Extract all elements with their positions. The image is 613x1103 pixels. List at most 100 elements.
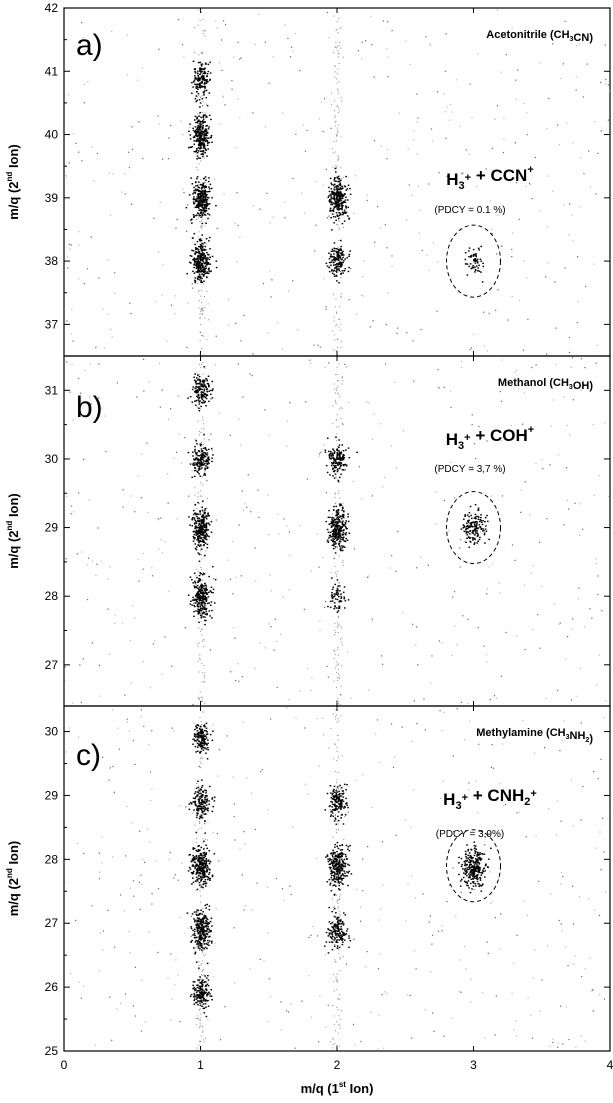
cluster-point — [192, 127, 194, 130]
cluster-point — [337, 268, 340, 270]
cluster-point — [195, 248, 197, 251]
streak-point — [336, 699, 338, 701]
noise-point — [254, 43, 256, 46]
noise-point — [126, 718, 128, 720]
cluster-point — [197, 92, 200, 95]
cluster-point — [333, 541, 336, 543]
cluster-point — [335, 466, 337, 469]
streak-point — [335, 165, 337, 167]
cluster-point — [197, 379, 199, 381]
cluster-point — [209, 248, 211, 250]
cluster-point — [201, 259, 204, 261]
cluster-point — [332, 509, 335, 511]
noise-point — [142, 157, 144, 160]
streak-point — [339, 270, 341, 272]
cluster-point — [334, 606, 336, 608]
cluster-point — [336, 255, 339, 258]
streak-point — [200, 749, 202, 751]
cluster-point — [203, 138, 206, 140]
noise-point — [269, 222, 271, 224]
noise-point — [411, 740, 413, 743]
noise-point — [134, 763, 136, 766]
noise-point — [129, 302, 131, 304]
noise-point — [348, 401, 350, 404]
noise-point — [140, 709, 143, 711]
cluster-point — [196, 122, 199, 124]
streak-point — [206, 507, 208, 509]
noise-point — [196, 442, 198, 444]
streak-point — [336, 832, 338, 834]
noise-point — [213, 178, 215, 180]
cluster-point — [204, 255, 207, 258]
streak-point — [196, 837, 198, 839]
noise-point — [270, 626, 272, 628]
noise-point — [233, 803, 235, 805]
noise-point — [149, 687, 151, 689]
streak-point — [195, 438, 197, 440]
noise-point — [116, 1008, 118, 1010]
cluster-point — [196, 204, 198, 206]
cluster-point — [466, 263, 469, 265]
cluster-point — [204, 140, 207, 143]
cluster-point — [189, 134, 192, 136]
cluster-point — [192, 213, 195, 216]
noise-point — [496, 104, 499, 107]
cluster-point — [196, 592, 199, 595]
cluster-point — [480, 271, 482, 273]
cluster-point — [195, 149, 198, 151]
noise-point — [139, 830, 141, 832]
streak-point — [198, 54, 200, 56]
cluster-point — [198, 553, 201, 555]
cluster-point — [333, 459, 335, 461]
streak-point — [201, 518, 203, 520]
streak-point — [201, 579, 203, 581]
cluster-point — [204, 262, 207, 264]
noise-point — [416, 93, 418, 95]
noise-point — [333, 557, 335, 560]
streak-point — [338, 306, 340, 308]
streak-point — [196, 153, 198, 155]
noise-point — [603, 851, 605, 853]
cluster-point — [204, 90, 206, 92]
cluster-point — [202, 591, 204, 593]
noise-point — [224, 104, 226, 106]
noise-point — [385, 323, 387, 326]
noise-point — [289, 56, 292, 58]
cluster-point — [199, 84, 201, 86]
noise-point — [496, 9, 499, 11]
noise-point — [95, 574, 97, 576]
noise-point — [254, 667, 256, 670]
cluster-point — [337, 257, 340, 259]
cluster-point — [480, 514, 482, 516]
streak-point — [202, 382, 204, 384]
noise-point — [386, 48, 388, 50]
cluster-point — [206, 124, 209, 127]
cluster-point — [341, 207, 343, 209]
cluster-point — [203, 454, 206, 457]
cluster-point — [208, 126, 210, 128]
cluster-point — [480, 527, 483, 530]
noise-point — [473, 889, 475, 891]
streak-point — [341, 383, 343, 385]
streak-point — [336, 981, 338, 983]
cluster-point — [203, 76, 205, 79]
cluster-point — [204, 607, 206, 609]
cluster-point — [194, 77, 197, 79]
cluster-point — [330, 203, 332, 206]
noise-point — [470, 978, 472, 981]
noise-point — [603, 717, 605, 719]
noise-point — [78, 244, 80, 246]
reaction-annotation: H3+ + CCN+ — [446, 164, 534, 192]
cluster-point — [333, 192, 336, 195]
cluster-point — [343, 200, 346, 203]
streak-point — [334, 492, 336, 494]
noise-point — [594, 909, 596, 911]
cluster-point — [333, 457, 335, 460]
noise-point — [372, 620, 374, 623]
streak-point — [203, 157, 205, 159]
noise-point — [491, 495, 493, 497]
noise-point — [75, 919, 77, 922]
noise-point — [371, 495, 373, 497]
cluster-point — [337, 177, 339, 180]
streak-point — [337, 680, 339, 682]
